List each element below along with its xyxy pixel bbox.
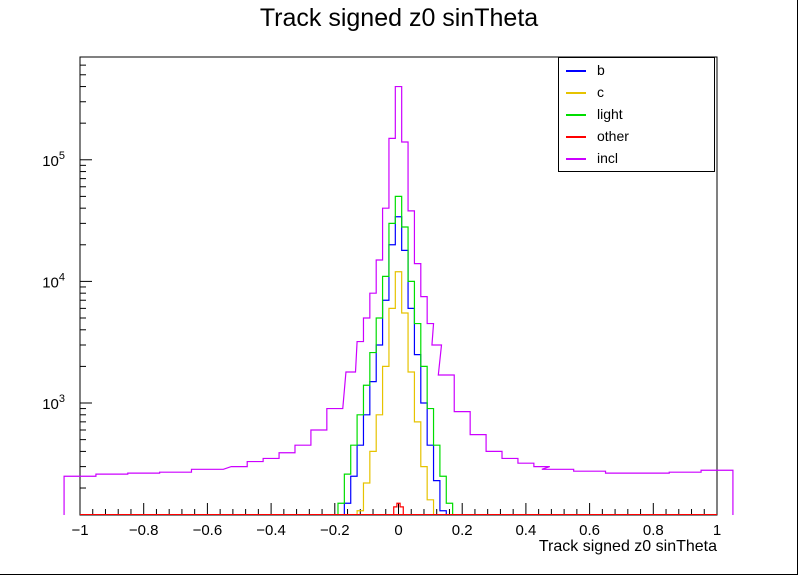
series-other	[393, 502, 404, 515]
legend-label-b: b	[597, 62, 605, 78]
y-tick-label: 103	[42, 393, 65, 413]
x-axis-label: Track signed z0 sinTheta	[538, 538, 717, 555]
chart-title: Track signed z0 sinTheta	[259, 4, 539, 32]
series-light	[337, 195, 454, 515]
y-tick-label: 105	[42, 150, 65, 170]
x-ticks: −1 −0.8 −0.6 −0.4 −0.2 0 0.2 0.4 0.6 0.8 1	[71, 503, 721, 539]
legend-item-c: c	[559, 82, 714, 104]
series-c	[356, 271, 435, 515]
x-tick-label: 0	[394, 522, 402, 539]
y-tick-label: 104	[42, 271, 65, 291]
series-b	[343, 216, 447, 515]
legend-item-incl: incl	[559, 148, 714, 170]
x-tick-label: −0.2	[320, 522, 350, 539]
x-tick-label: 0.2	[452, 522, 473, 539]
series-incl	[63, 85, 734, 515]
legend-label-incl: incl	[597, 150, 619, 166]
legend-swatch-c	[566, 92, 586, 94]
series-layer	[63, 85, 734, 515]
legend-item-light: light	[559, 104, 714, 126]
y-major-ticks: 103 104 105	[42, 150, 65, 413]
legend-label-c: c	[597, 84, 604, 100]
legend-label-light: light	[597, 106, 623, 122]
x-tick-label: 0.8	[643, 522, 664, 539]
legend-swatch-incl	[566, 158, 586, 160]
legend-item-b: b	[559, 60, 714, 82]
x-tick-label: −0.8	[129, 522, 159, 539]
x-tick-label: 0.6	[579, 522, 600, 539]
legend-swatch-b	[566, 70, 586, 72]
legend-label-other: other	[597, 128, 629, 144]
x-tick-label: 0.4	[515, 522, 536, 539]
legend-item-other: other	[559, 126, 714, 148]
x-tick-label: −1	[71, 522, 88, 539]
legend-swatch-other	[566, 136, 586, 138]
x-tick-label: 1	[713, 522, 721, 539]
legend: b c light other incl	[558, 57, 715, 172]
x-tick-label: −0.6	[193, 522, 223, 539]
legend-swatch-light	[566, 114, 586, 116]
y-minor-ticks	[80, 56, 92, 489]
x-tick-label: −0.4	[256, 522, 286, 539]
